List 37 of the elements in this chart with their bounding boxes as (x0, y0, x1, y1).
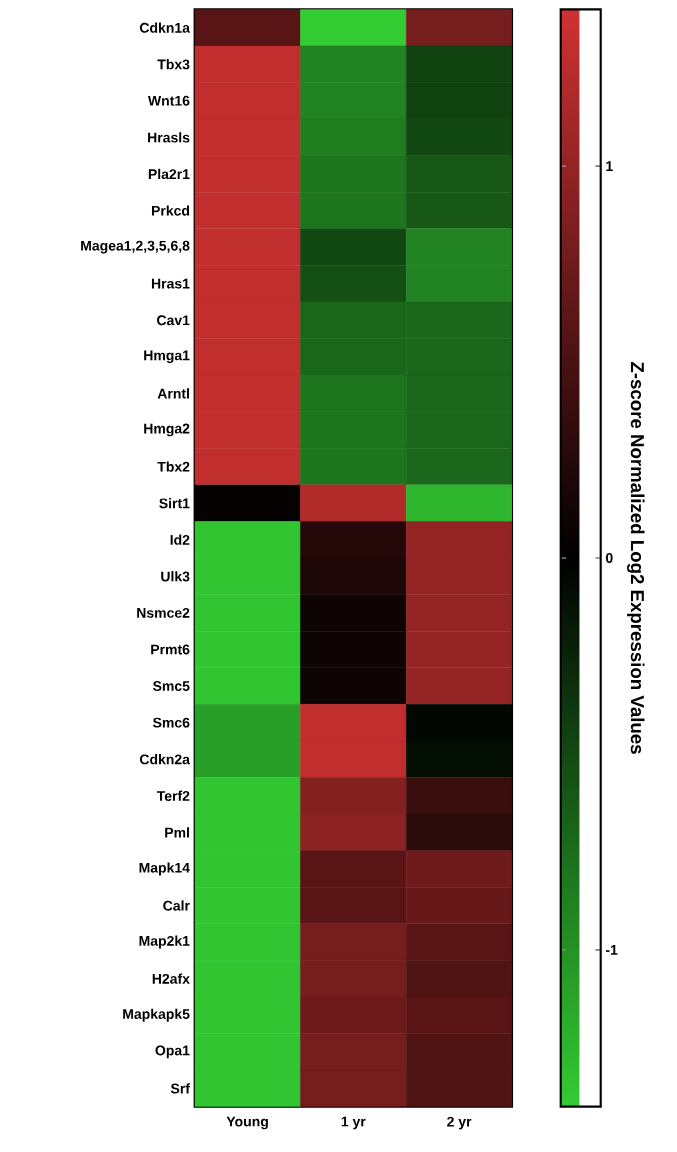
color-bar-label: -1 (605, 945, 618, 955)
x-tick-label: 1 yr (341, 1116, 366, 1130)
y-tick-label: Smc6 (152, 717, 190, 728)
y-tick-label: Id2 (170, 534, 190, 545)
y-tick-label: Terf2 (156, 790, 190, 801)
y-tick-label: Hras1 (151, 278, 190, 289)
x-tick-label: Young (226, 1116, 268, 1130)
y-tick-label: Pml (165, 827, 189, 838)
y-tick-label: Ulk3 (161, 571, 190, 582)
y-tick-label: Hrasls (148, 132, 190, 143)
y-tick-label: Map2k1 (139, 935, 190, 949)
y-tick-label: Calr (163, 900, 190, 911)
y-tick-label: H2afx (152, 973, 190, 984)
color-bar-label: 0 (605, 553, 613, 563)
y-tick-label: Hmga1 (144, 350, 190, 364)
y-tick-label: Mapkapk5 (123, 1008, 190, 1022)
y-tick-label: Mapk14 (139, 862, 190, 876)
y-tick-label: Sirt1 (159, 498, 190, 509)
y-tick-label: Prmt6 (151, 644, 190, 655)
y-tick-label: Arntl (157, 388, 189, 399)
y-tick-label: Pla2r1 (148, 168, 190, 180)
color-bar-title: Z-score Normalized Log2 Expression Values (627, 361, 645, 754)
y-tick-label: Tbx2 (157, 461, 190, 472)
y-tick-label: Magea1,2,3,5,6,8 (81, 240, 190, 254)
y-tick-label: Prkcd (151, 205, 190, 216)
y-tick-label: Smc5 (152, 681, 190, 691)
y-tick-label: Cdkn1a (139, 22, 191, 33)
y-tick-label: Nsmce2 (137, 607, 190, 618)
color-bar-label: 1 (606, 161, 613, 171)
y-tick-label: Opa1 (155, 1045, 190, 1059)
y-tick-label: Wnt16 (147, 95, 190, 106)
y-tick-label: Hmga2 (144, 423, 190, 437)
y-tick-label: Cdkn2a (139, 754, 191, 765)
y-tick-label: Tbx3 (157, 59, 190, 70)
y-tick-label: Cav1 (157, 315, 190, 326)
y-tick-label: Srf (170, 1083, 190, 1094)
x-tick-label: 2 yr (447, 1116, 472, 1130)
